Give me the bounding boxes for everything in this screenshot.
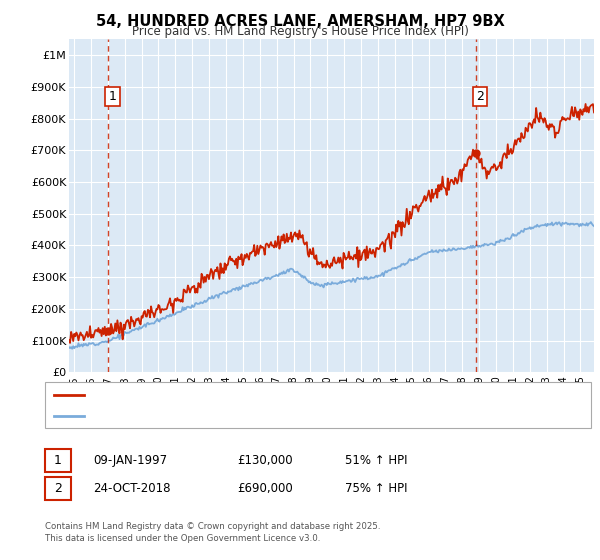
- Text: 1: 1: [109, 90, 116, 103]
- Text: HPI: Average price, semi-detached house, Buckinghamshire: HPI: Average price, semi-detached house,…: [90, 411, 402, 421]
- Text: 54, HUNDRED ACRES LANE, AMERSHAM, HP7 9BX: 54, HUNDRED ACRES LANE, AMERSHAM, HP7 9B…: [95, 14, 505, 29]
- Text: 75% ↑ HPI: 75% ↑ HPI: [345, 482, 407, 495]
- Text: £690,000: £690,000: [237, 482, 293, 495]
- Text: 54, HUNDRED ACRES LANE, AMERSHAM, HP7 9BX (semi-detached house): 54, HUNDRED ACRES LANE, AMERSHAM, HP7 9B…: [90, 390, 473, 400]
- Text: Price paid vs. HM Land Registry's House Price Index (HPI): Price paid vs. HM Land Registry's House …: [131, 25, 469, 38]
- Text: 2: 2: [54, 482, 62, 495]
- Text: Contains HM Land Registry data © Crown copyright and database right 2025.
This d: Contains HM Land Registry data © Crown c…: [45, 522, 380, 543]
- Text: 2: 2: [476, 90, 484, 103]
- Text: 09-JAN-1997: 09-JAN-1997: [93, 454, 167, 467]
- Text: 1: 1: [54, 454, 62, 467]
- Text: 24-OCT-2018: 24-OCT-2018: [93, 482, 170, 495]
- Text: £130,000: £130,000: [237, 454, 293, 467]
- Text: 51% ↑ HPI: 51% ↑ HPI: [345, 454, 407, 467]
